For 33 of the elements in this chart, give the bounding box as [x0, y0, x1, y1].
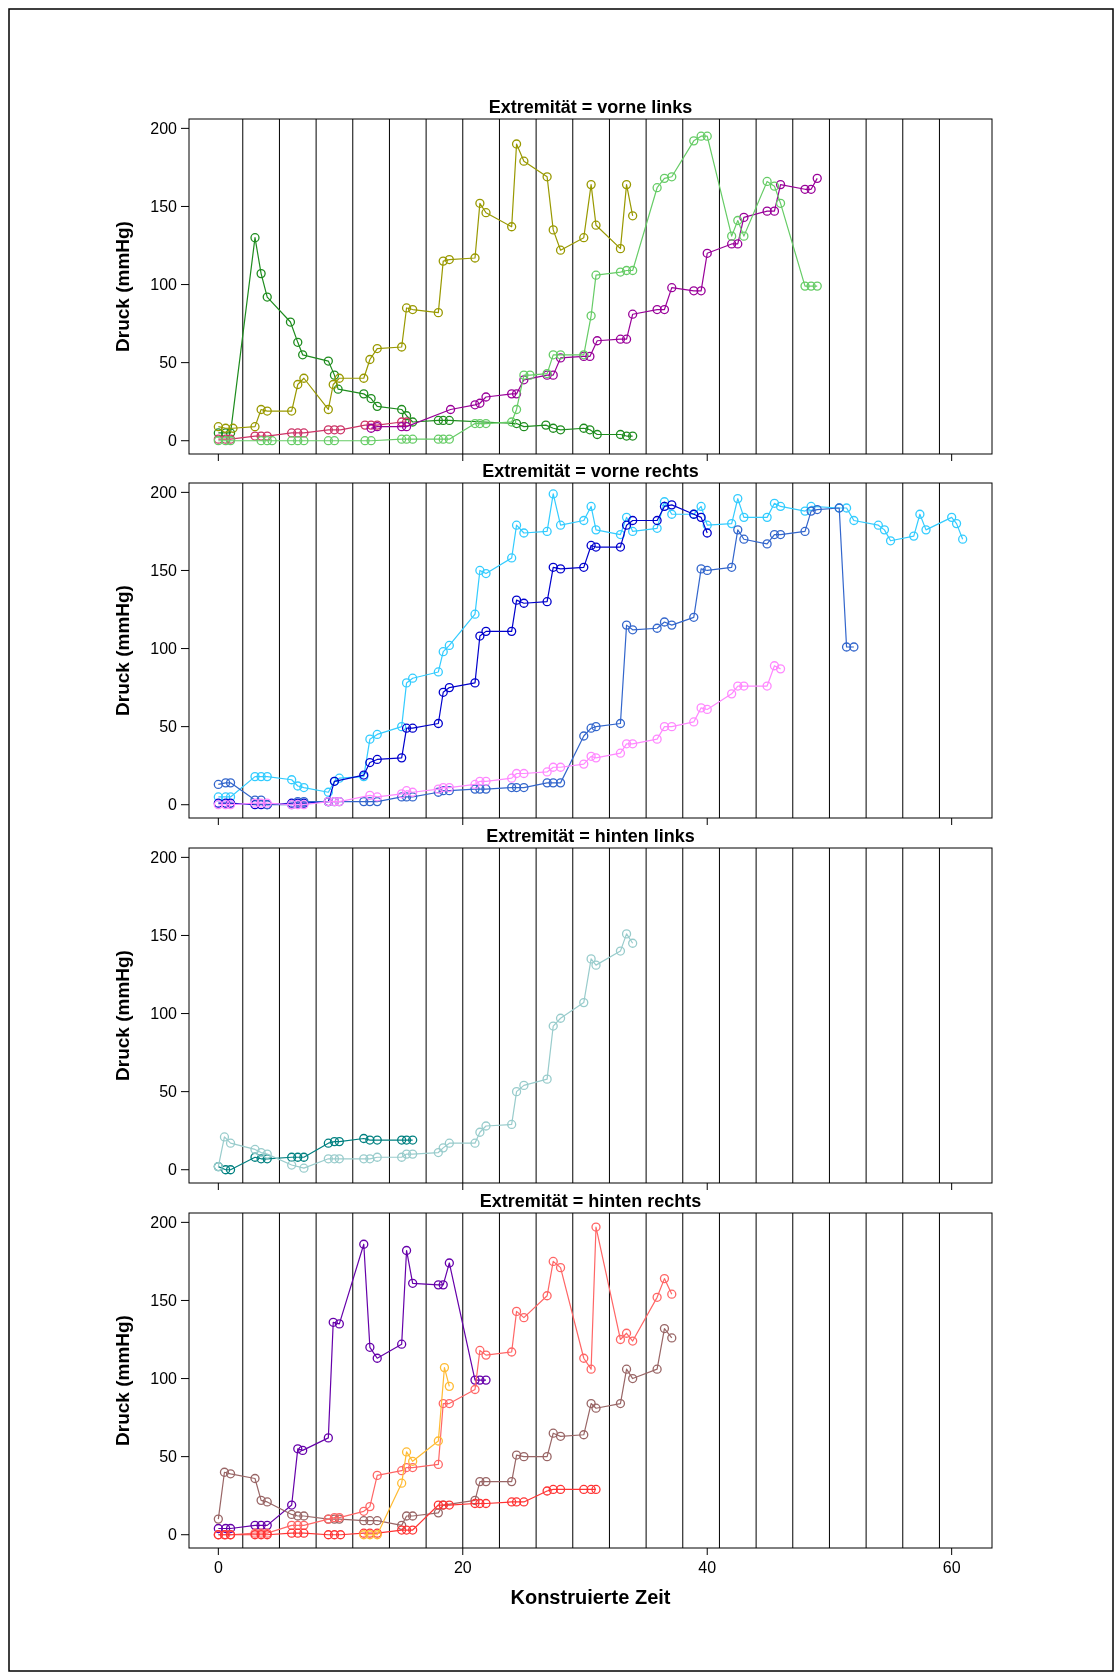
y-tick-label: 200 [150, 1213, 178, 1231]
x-tick-label: 20 [453, 1559, 472, 1576]
y-axis-title: Druck (mmHg) [112, 1315, 133, 1446]
x-tick-label: 0 [213, 1559, 223, 1576]
chart-title: Extremität = hinten rechts [479, 1191, 702, 1211]
y-axis-title: Druck (mmHg) [112, 585, 133, 716]
y-tick-label: 50 [159, 354, 178, 372]
y-tick-label: 200 [150, 119, 178, 137]
chart-title: Extremität = hinten links [486, 826, 695, 846]
y-axis-title: Druck (mmHg) [112, 950, 133, 1081]
y-tick-label: 100 [150, 1005, 178, 1023]
y-tick-label: 0 [168, 1161, 178, 1179]
y-tick-label: 100 [150, 276, 178, 294]
y-tick-label: 100 [150, 640, 178, 658]
y-tick-label: 150 [150, 1292, 178, 1310]
y-tick-label: 150 [150, 927, 178, 945]
y-tick-label: 50 [159, 1083, 178, 1101]
y-tick-label: 200 [150, 848, 178, 866]
chart-title: Extremität = vorne links [488, 97, 693, 117]
y-tick-label: 50 [159, 718, 178, 736]
y-tick-label: 200 [150, 483, 178, 501]
y-tick-label: 150 [150, 198, 178, 216]
x-axis-title: Konstruierte Zeit [510, 1586, 671, 1608]
chart-title: Extremität = vorne rechts [482, 461, 699, 481]
y-tick-label: 0 [168, 796, 178, 814]
y-tick-label: 100 [150, 1370, 178, 1388]
x-tick-label: 40 [698, 1559, 717, 1576]
x-tick-label: 60 [942, 1559, 961, 1576]
y-tick-label: 0 [168, 1526, 178, 1544]
y-tick-label: 50 [159, 1448, 178, 1466]
y-tick-label: 0 [168, 432, 178, 450]
y-axis-title: Druck (mmHg) [112, 221, 133, 352]
y-tick-label: 150 [150, 562, 178, 580]
